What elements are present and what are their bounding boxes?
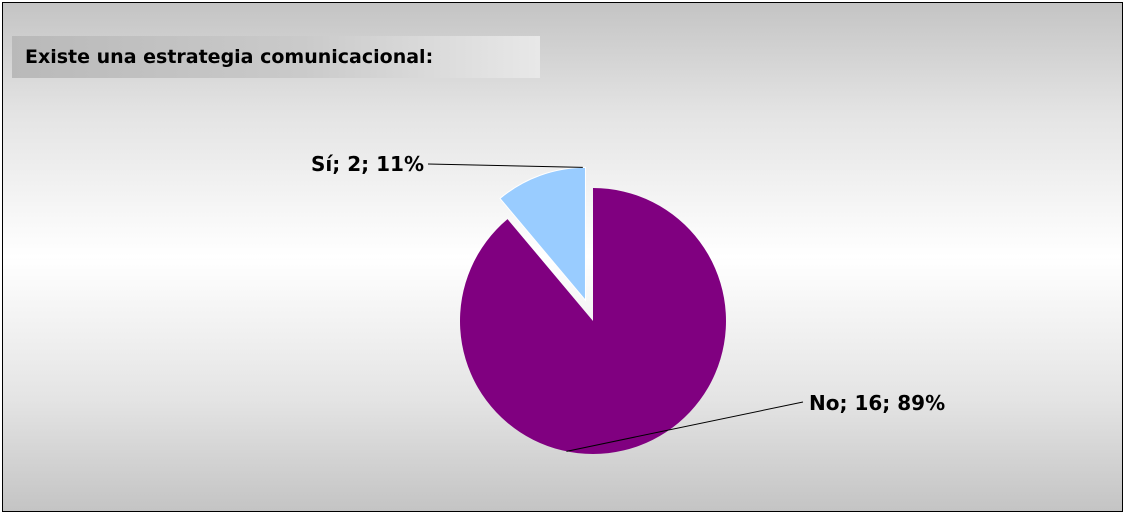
slice-label-0: No; 16; 89% (809, 391, 945, 415)
leader-line-1 (427, 163, 583, 168)
pie-slice-no (459, 188, 726, 455)
leader-line-0 (566, 401, 804, 452)
slice-label-1: Sí; 2; 11% (311, 152, 424, 176)
chart-title: Existe una estrategia comunicacional: (12, 36, 540, 78)
pie-chart: No; 16; 89% Sí; 2; 11% (311, 152, 945, 455)
